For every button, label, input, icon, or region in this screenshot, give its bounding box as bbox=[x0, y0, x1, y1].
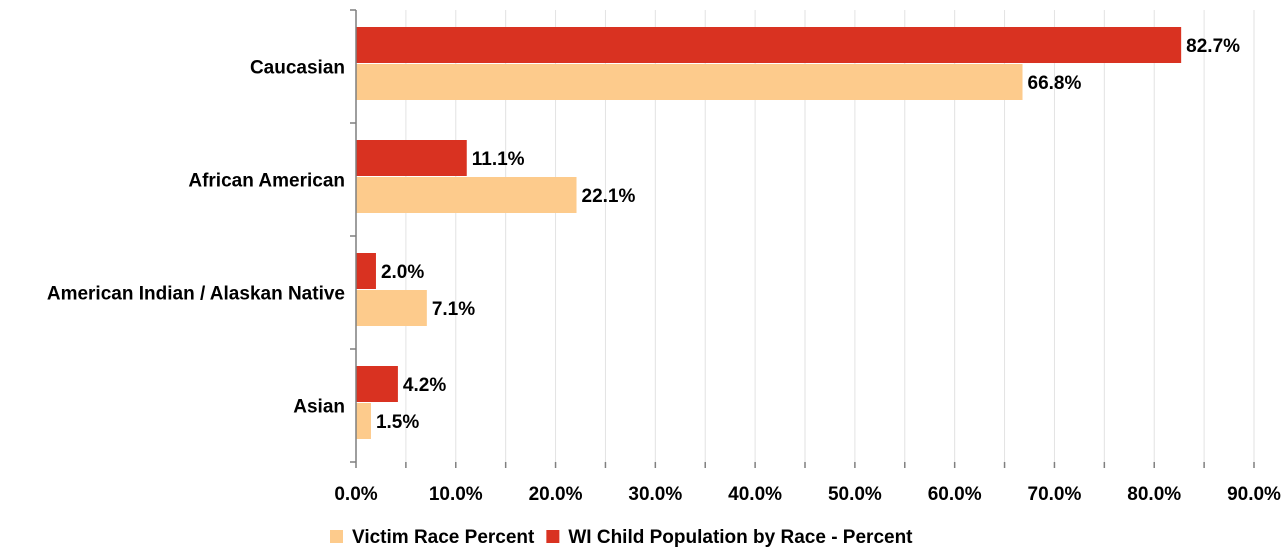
legend-swatch-victim-race bbox=[330, 530, 343, 543]
x-tick-label: 20.0% bbox=[529, 484, 583, 505]
bar-victim-race-1 bbox=[356, 177, 577, 213]
legend-swatch-wi-child-population bbox=[546, 530, 560, 543]
bar-victim-race-2 bbox=[356, 290, 427, 326]
bar-victim-race-0 bbox=[356, 64, 1023, 100]
axes bbox=[350, 9, 1255, 468]
bar-wi-child-population-1 bbox=[356, 140, 467, 176]
data-label: 4.2% bbox=[403, 375, 446, 396]
bar-victim-race-3 bbox=[356, 403, 371, 439]
data-label: 22.1% bbox=[582, 186, 636, 207]
bar-wi-child-population-2 bbox=[356, 253, 376, 289]
x-tick-label: 60.0% bbox=[928, 484, 982, 505]
bar-wi-child-population-3 bbox=[356, 366, 398, 402]
x-tick-label: 30.0% bbox=[628, 484, 682, 505]
x-tick-label: 70.0% bbox=[1028, 484, 1082, 505]
legend-label-victim-race: Victim Race Percent bbox=[352, 527, 535, 548]
data-label: 66.8% bbox=[1028, 73, 1082, 94]
bar-wi-child-population-0 bbox=[356, 27, 1182, 63]
category-label: Asian bbox=[293, 397, 345, 418]
x-tick-label: 40.0% bbox=[728, 484, 782, 505]
x-tick-label: 10.0% bbox=[429, 484, 483, 505]
category-label: Caucasian bbox=[250, 58, 345, 79]
x-tick-label: 80.0% bbox=[1127, 484, 1181, 505]
labels: 82.7% 66.8% Caucasian 11.1% 22.1% African Ame… bbox=[47, 36, 1281, 505]
x-tick-label: 50.0% bbox=[828, 484, 882, 505]
x-tick-label: 0.0% bbox=[334, 484, 377, 505]
data-label: 7.1% bbox=[432, 299, 475, 320]
data-label: 11.1% bbox=[472, 149, 525, 170]
data-label: 82.7% bbox=[1186, 36, 1240, 57]
legend-label-wi-child-population: WI Child Population by Race - Percent bbox=[568, 527, 913, 548]
legend: Victim Race Percent WI Child Population b… bbox=[330, 527, 913, 548]
data-label: 1.5% bbox=[376, 412, 419, 433]
x-tick-label: 90.0% bbox=[1227, 484, 1281, 505]
category-label: African American bbox=[188, 171, 345, 192]
data-label: 2.0% bbox=[381, 262, 424, 283]
bars bbox=[356, 27, 1182, 439]
category-label: American Indian / Alaskan Native bbox=[47, 284, 345, 305]
